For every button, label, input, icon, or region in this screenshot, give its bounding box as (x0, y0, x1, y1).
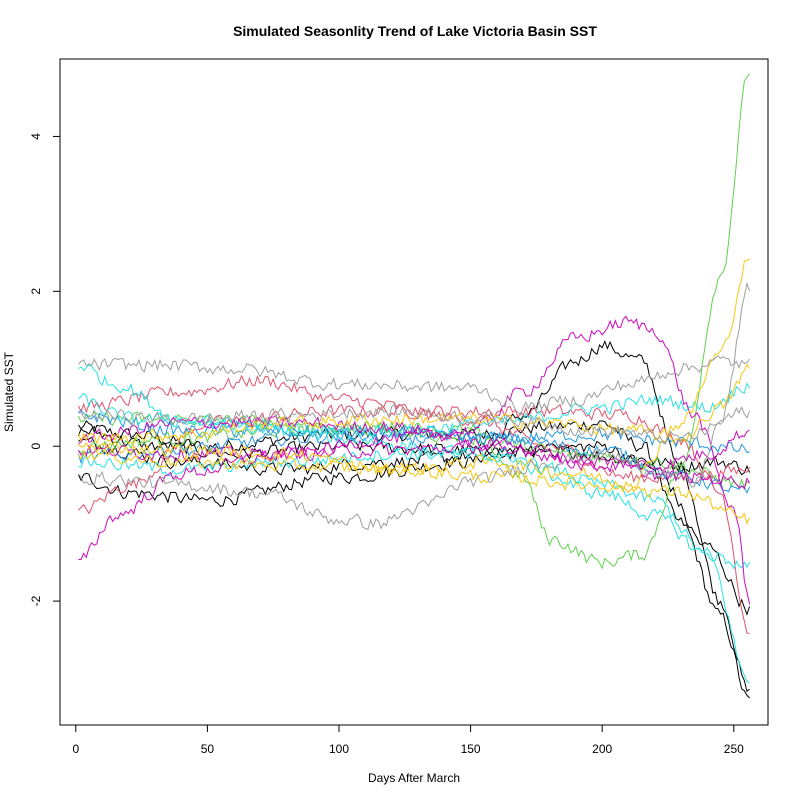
series-line-2 (77, 340, 750, 693)
x-tick-label: 100 (329, 742, 349, 756)
series-line-21 (78, 281, 751, 531)
y-axis: -2 0 2 4 (29, 133, 61, 606)
series-line-20 (78, 355, 750, 416)
series-line-10 (78, 409, 750, 454)
y-tick-label: 4 (29, 133, 43, 140)
x-tick-label: 200 (592, 742, 612, 756)
series-line-8 (77, 411, 750, 491)
y-tick-label: 2 (29, 288, 43, 295)
series-line-14 (78, 315, 751, 605)
x-tick-label: 50 (201, 742, 215, 756)
x-tick-label: 150 (461, 742, 481, 756)
y-tick-label: 0 (29, 443, 43, 450)
series-line-22 (78, 403, 751, 445)
plot-frame (59, 58, 769, 726)
series-line-13 (78, 446, 751, 570)
series-line-7 (78, 73, 750, 570)
y-axis-label: Simulated SST (2, 351, 16, 432)
y-tick-label: -2 (29, 595, 43, 606)
x-tick-label: 0 (72, 742, 79, 756)
series-line-9 (77, 423, 751, 494)
x-axis: 0 50 100 150 200 250 (72, 724, 744, 756)
series-line-18 (77, 363, 751, 445)
series-line-17 (78, 258, 750, 494)
series-line-6 (77, 374, 751, 484)
series-lines (77, 73, 751, 699)
chart-title: Simulated Seasonlity Trend of Lake Victo… (233, 23, 597, 39)
series-line-11 (78, 392, 750, 684)
x-axis-label: Days After March (368, 771, 460, 785)
x-tick-label: 250 (724, 742, 744, 756)
series-line-19 (78, 441, 751, 525)
